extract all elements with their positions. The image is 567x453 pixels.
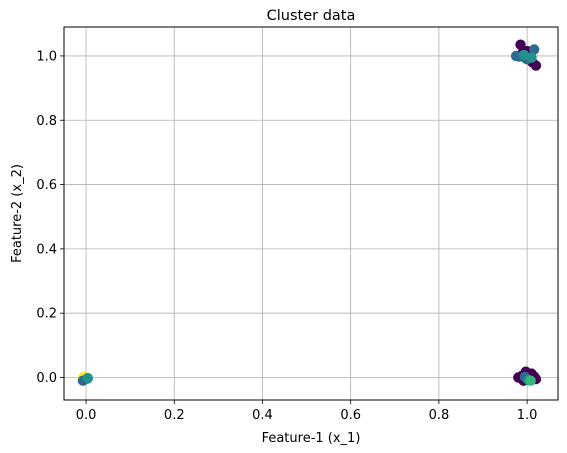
y-tick-label: 0.8 — [36, 114, 57, 129]
y-tick-label: 0.2 — [36, 307, 57, 322]
y-tick-label: 1.0 — [36, 49, 57, 64]
x-tick-label: 0.2 — [164, 408, 185, 423]
chart-title: Cluster data — [267, 8, 356, 24]
data-point — [528, 44, 540, 55]
data-point — [515, 39, 526, 50]
x-tick-label: 0.8 — [429, 408, 450, 423]
plot-frame — [63, 26, 559, 401]
data-point — [82, 372, 94, 384]
x-tick-label: 0.6 — [340, 408, 361, 423]
data-point — [526, 52, 537, 63]
axis-ticks: 0.0 0.2 0.4 0.6 0.8 1.0 0.0 0.2 0.4 0.6 0.8 1.0 — [36, 49, 537, 423]
x-axis-label: Feature-1 (x_1) — [262, 431, 361, 446]
y-tick-label: 0.6 — [36, 178, 57, 193]
x-tick-label: 1.0 — [517, 408, 538, 423]
x-tick-label: 0.4 — [252, 408, 273, 423]
y-axis-label: Feature-2 (x_2) — [10, 164, 25, 263]
x-tick-label: 0.0 — [76, 408, 97, 423]
grid — [64, 27, 558, 400]
y-tick-label: 0.0 — [36, 371, 57, 386]
data-point — [525, 375, 536, 386]
y-tick-label: 0.4 — [36, 242, 57, 257]
data-points — [77, 39, 542, 386]
